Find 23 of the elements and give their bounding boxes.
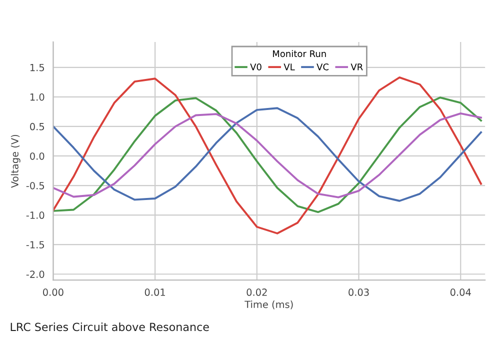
legend-title: Monitor Run [273,50,326,58]
x-tick-label: 0.02 [246,288,267,296]
y-tick-label: -1.5 [26,241,44,248]
y-tick-label: -1.0 [26,212,44,219]
legend-label: V0 [250,64,262,70]
y-tick-label: 1.0 [30,93,44,101]
legend-label: VL [284,64,295,70]
x-tick-label: 0.00 [43,288,64,296]
x-tick-label: 0.04 [450,288,471,296]
y-tick-label: 0.5 [30,122,44,130]
text: LRC Series Circuit above Resonance [10,322,209,332]
x-axis-title: Time (ms) [244,300,293,310]
x-tick-label: 0.01 [144,288,165,296]
legend-label: VR [350,64,363,70]
y-tick-label: 0.0 [30,152,44,160]
y-tick-label: -0.5 [26,182,44,190]
legend-label: VC [316,64,329,70]
line-series [53,96,482,214]
y-axis-title: Voltage (V) [10,134,20,188]
y-tick-label: 1.5 [30,64,44,72]
x-tick-label: 0.03 [348,288,369,296]
y-tick-label: -2.0 [26,270,44,278]
line-series [53,76,482,234]
